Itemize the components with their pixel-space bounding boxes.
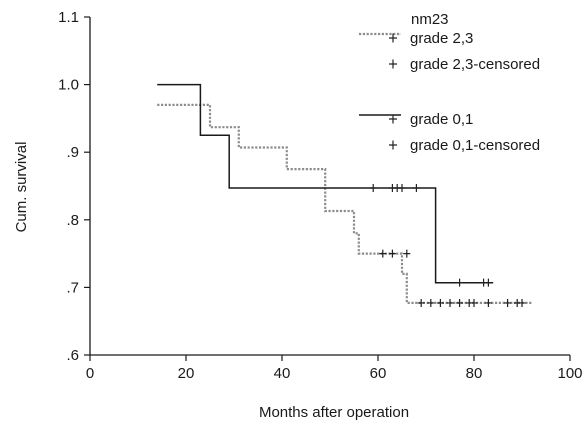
censor-mark-grade-0-1	[398, 184, 406, 193]
legend-entry-label: grade 0,1	[410, 111, 473, 128]
censor-mark-grade-2-3	[504, 298, 512, 307]
censor-mark-grade-2-3	[470, 298, 478, 307]
y-tick-label: 1.1	[58, 9, 79, 26]
legend-entry-label: grade 2,3	[410, 30, 473, 47]
censor-mark-grade-2-3	[388, 249, 396, 258]
legend-entry-label: grade 0,1-censored	[410, 137, 540, 154]
censor-mark-grade-2-3	[403, 249, 411, 258]
y-axis-title: Cum. survival	[13, 142, 30, 233]
x-tick-label: 20	[178, 365, 195, 382]
x-tick-label: 0	[86, 365, 94, 382]
legend-items: grade 2,3 grade 2,3-censored grade 0,1 grad…	[359, 30, 540, 154]
censor-mark-grade-2-3	[456, 298, 464, 307]
censor-mark-grade-2-3	[436, 298, 444, 307]
x-ticks: 0 20 40 60 80 100	[86, 355, 583, 382]
censor-mark-grade-2-3	[427, 298, 435, 307]
censor-mark-grade-0-1	[369, 184, 377, 193]
legend-swatch-cross	[389, 140, 397, 150]
censor-mark-grade-2-3	[484, 298, 492, 307]
censor-mark-grade-2-3	[379, 249, 387, 258]
censor-mark-grade-0-1	[412, 184, 420, 193]
x-tick-label: 80	[466, 365, 483, 382]
survival-curve-grade-2-3	[157, 103, 532, 304]
y-tick-label: .7	[66, 279, 79, 296]
censor-mark-grade-0-1	[484, 278, 492, 287]
x-tick-label: 40	[274, 365, 291, 382]
legend-entry-label: grade 2,3-censored	[410, 56, 540, 73]
censor-mark-grade-2-3	[518, 298, 526, 307]
x-tick-label: 60	[370, 365, 387, 382]
plot-area	[157, 83, 532, 307]
y-tick-label: .9	[66, 144, 79, 161]
legend-swatch-cross	[389, 59, 397, 69]
censor-mark-grade-2-3	[446, 298, 454, 307]
y-tick-label: .6	[66, 347, 79, 364]
y-tick-label: 1.0	[58, 77, 79, 94]
x-axis-title: Months after operation	[259, 404, 409, 421]
censor-mark-grade-0-1	[456, 278, 464, 287]
y-tick-label: .8	[66, 212, 79, 229]
x-tick-label: 100	[557, 365, 582, 382]
legend-title: nm23	[411, 11, 449, 28]
censor-mark-grade-2-3	[417, 298, 425, 307]
axes	[89, 17, 570, 356]
legend: nm23 grade 2,3 grade 2,3-censored grade 0,…	[359, 11, 540, 154]
y-ticks: .6 .7 .8 .9 1.0 1.1	[58, 9, 90, 364]
legend-swatch-cross	[389, 114, 397, 124]
survival-curve-grade-0-1	[157, 83, 494, 284]
legend-swatch-cross	[389, 33, 397, 43]
